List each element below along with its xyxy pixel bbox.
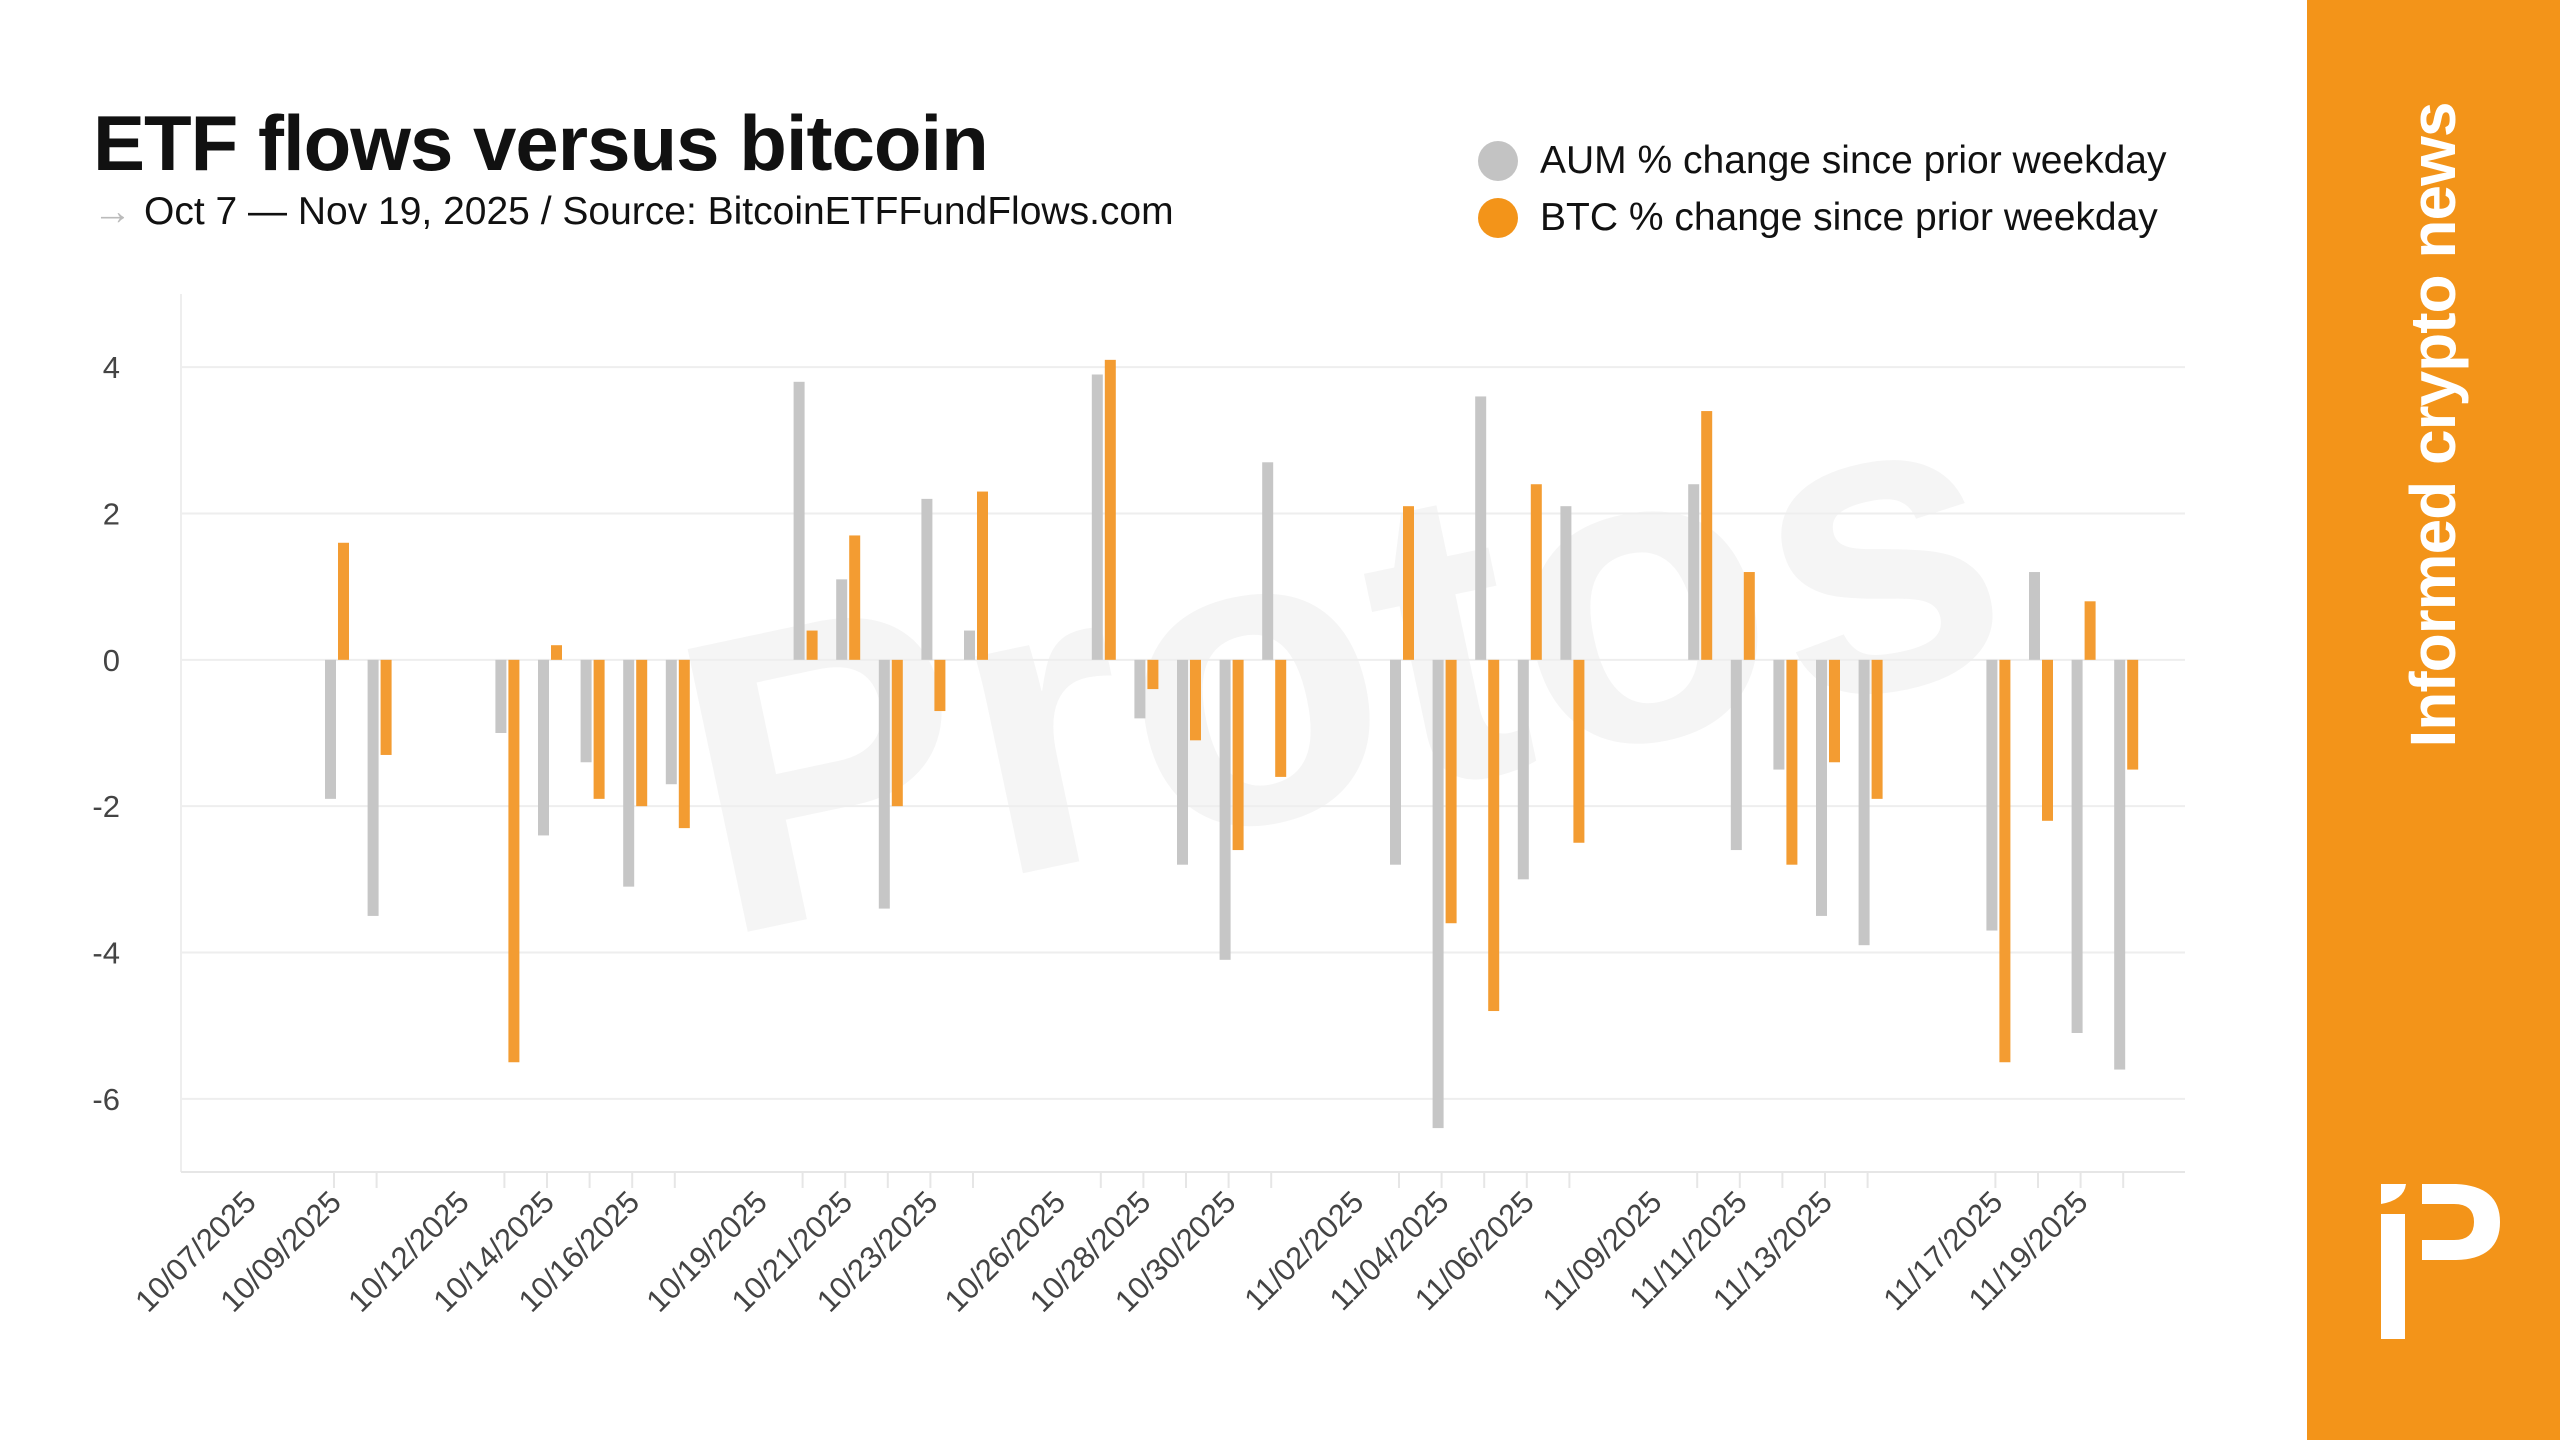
bar-btc: [1275, 659, 1287, 777]
bar-aum: [1432, 659, 1444, 1129]
y-tick-label: 2: [103, 497, 120, 532]
bar-aum: [1858, 659, 1870, 946]
bar-btc: [1530, 484, 1542, 660]
bar-aum: [2029, 572, 2040, 660]
legend-label-aum: AUM % change since prior weekday: [1540, 138, 2167, 182]
arrow-right-icon: →: [93, 190, 132, 233]
bar-btc: [1445, 659, 1457, 924]
bar-aum: [1134, 659, 1146, 719]
bar-btc: [934, 659, 946, 712]
chart-subtitle: → Oct 7 — Nov 19, 2025 / Source: BitcoinE…: [93, 190, 1174, 234]
bar-btc: [1403, 506, 1414, 660]
bar-aum: [1773, 659, 1785, 770]
bar-btc: [1147, 659, 1159, 690]
bar-btc: [1701, 411, 1713, 660]
bar-aum: [1688, 484, 1700, 660]
bar-aum: [2114, 659, 2126, 1070]
bar-aum: [878, 659, 890, 909]
bar-btc: [1573, 659, 1585, 843]
bar-btc: [806, 630, 818, 660]
bar-aum: [1517, 659, 1529, 880]
bar-aum: [1091, 374, 1103, 660]
bar-btc: [508, 659, 520, 1063]
bar-btc: [2042, 659, 2053, 821]
bar-btc: [849, 535, 861, 660]
bar-aum: [793, 381, 805, 660]
bar-aum: [1219, 659, 1231, 960]
bar-btc: [1488, 659, 1500, 1012]
legend-item-aum: AUM % change since prior weekday: [1478, 132, 2166, 189]
protos-logo-icon: [2381, 1184, 2500, 1339]
bar-btc: [1190, 659, 1201, 741]
bar-btc: [2127, 659, 2139, 770]
legend: AUM % change since prior weekday BTC % c…: [1478, 132, 2166, 246]
bar-aum: [921, 498, 933, 660]
bar-aum: [495, 659, 507, 733]
y-tick-label: -2: [92, 789, 120, 824]
bar-aum: [2071, 659, 2083, 1033]
bar-btc: [1232, 659, 1244, 851]
bar-btc: [2084, 601, 2096, 660]
bar-aum: [1475, 396, 1487, 660]
bar-aum: [836, 579, 848, 660]
bar-aum: [1177, 659, 1188, 865]
bar-aum: [367, 659, 379, 916]
bar-aum: [1730, 659, 1742, 851]
bar-btc: [977, 491, 988, 660]
bar-aum: [665, 659, 677, 785]
y-tick-label: 0: [103, 643, 120, 678]
bar-btc: [1871, 659, 1883, 799]
legend-swatch-aum: [1478, 140, 1518, 181]
bar-aum: [1262, 462, 1274, 660]
y-tick-label: 4: [103, 350, 120, 385]
bar-btc: [380, 659, 392, 755]
bar-aum: [538, 659, 549, 836]
bar-btc: [1829, 659, 1840, 763]
bar-btc: [593, 659, 605, 799]
bar-aum: [1390, 659, 1401, 865]
bar-btc: [551, 645, 562, 660]
legend-label-btc: BTC % change since prior weekday: [1540, 195, 2158, 239]
y-tick-label: -4: [92, 936, 120, 971]
y-tick-label: -6: [92, 1082, 120, 1117]
bar-btc: [1743, 572, 1755, 660]
chart-title: ETF flows versus bitcoin: [93, 99, 989, 187]
bar-aum: [325, 659, 336, 799]
bar-btc: [1104, 359, 1116, 660]
bar-aum: [580, 659, 592, 763]
bar-aum: [1816, 659, 1827, 916]
bar-btc: [891, 659, 903, 807]
bar-aum: [1560, 506, 1572, 660]
brand-tagline: Informed crypto news: [2397, 102, 2469, 748]
bar-btc: [1999, 659, 2011, 1063]
bar-btc: [1786, 659, 1798, 865]
bar-btc: [678, 659, 690, 829]
bar-aum: [1986, 659, 1998, 931]
bar-btc: [338, 542, 349, 660]
bar-aum: [964, 630, 975, 660]
legend-item-btc: BTC % change since prior weekday: [1478, 189, 2166, 246]
bar-aum: [623, 659, 635, 887]
bar-btc: [636, 659, 648, 807]
legend-swatch-btc: [1478, 197, 1518, 238]
bar-chart: 420-2-4-610/07/202510/09/202510/12/20251…: [92, 294, 2185, 1319]
subtitle-text: Oct 7 — Nov 19, 2025 / Source: BitcoinET…: [144, 190, 1174, 233]
